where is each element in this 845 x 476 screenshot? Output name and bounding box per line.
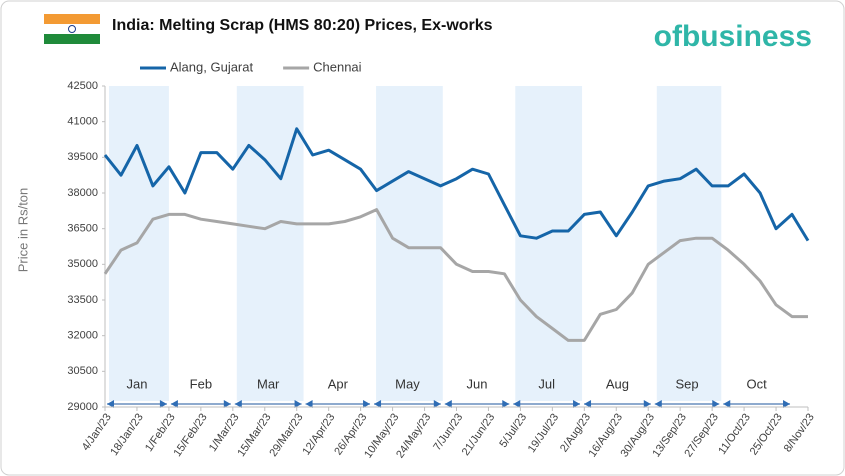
month-label: Sep — [675, 376, 698, 391]
month-label: Mar — [257, 376, 280, 391]
series-line — [103, 127, 810, 242]
y-tick-label: 42500 — [67, 80, 98, 92]
month-label: Aug — [606, 376, 629, 391]
chart-title: India: Melting Scrap (HMS 80:20) Prices,… — [112, 17, 493, 34]
y-tick-label: 39500 — [67, 151, 98, 163]
y-tick-label: 30500 — [67, 365, 98, 377]
month-label: May — [395, 376, 420, 391]
month-label: Jul — [538, 376, 555, 391]
legend-label: Alang, Gujarat — [170, 59, 253, 74]
flag — [44, 14, 100, 44]
y-tick-label: 38000 — [67, 187, 98, 199]
month-label: Jan — [126, 376, 147, 391]
y-tick-label: 33500 — [67, 294, 98, 306]
month-band — [236, 86, 304, 401]
logo: ofbusiness — [654, 20, 812, 53]
y-axis-label: Price in Rs/ton — [15, 188, 30, 273]
month-band — [376, 86, 443, 401]
y-tick-label: 35000 — [67, 258, 98, 270]
legend-label: Chennai — [313, 59, 362, 74]
y-tick-label: 29000 — [67, 401, 98, 413]
month-band — [109, 86, 169, 401]
series-line — [103, 208, 808, 342]
y-tick-label: 41000 — [67, 116, 98, 128]
month-label: Jun — [467, 376, 488, 391]
month-label: Oct — [747, 376, 768, 391]
y-tick-label: 36500 — [67, 223, 98, 235]
y-tick-label: 32000 — [67, 330, 98, 342]
month-band — [656, 86, 722, 401]
month-label: Feb — [190, 376, 212, 391]
month-label: Apr — [328, 376, 349, 391]
month-band — [515, 86, 583, 401]
